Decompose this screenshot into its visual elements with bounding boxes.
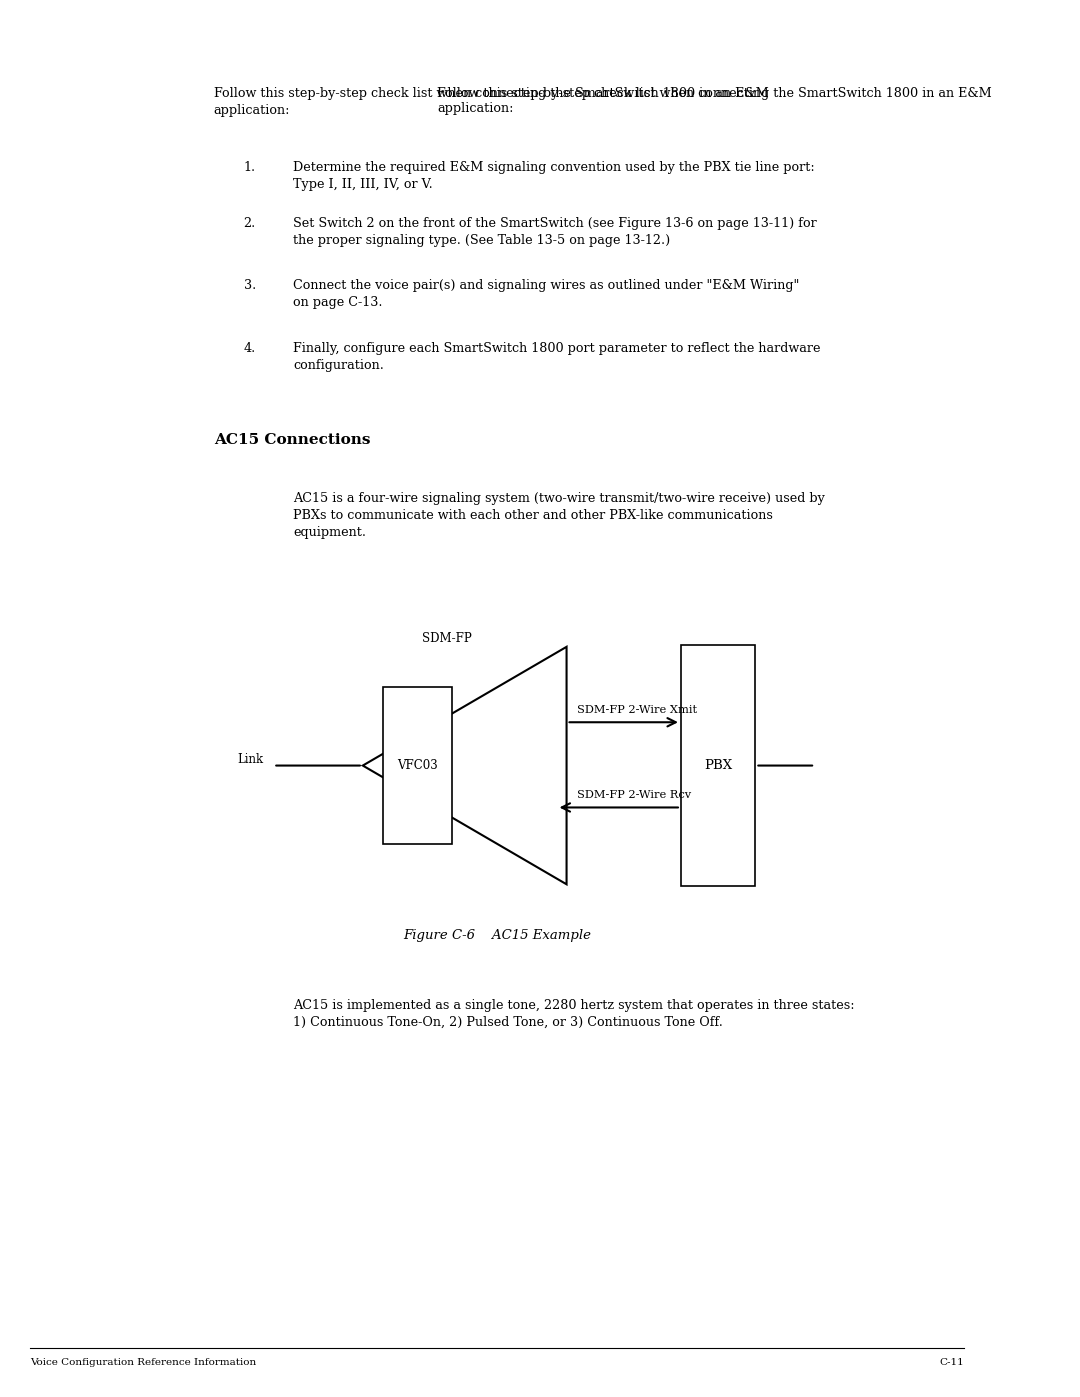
Text: 1.: 1.	[243, 161, 256, 173]
Text: SDM-FP 2-Wire Rcv: SDM-FP 2-Wire Rcv	[577, 791, 690, 800]
FancyBboxPatch shape	[382, 687, 453, 844]
Text: Voice Configuration Reference Information: Voice Configuration Reference Informatio…	[30, 1358, 256, 1366]
Text: Figure C-6    AC15 Example: Figure C-6 AC15 Example	[403, 929, 591, 942]
Text: Follow this step-by-step check list when connecting the SmartSwitch 1800 in an E: Follow this step-by-step check list when…	[437, 87, 993, 115]
Text: AC15 is a four-wire signaling system (two-wire transmit/two-wire receive) used b: AC15 is a four-wire signaling system (tw…	[294, 492, 825, 539]
Text: Determine the required E&M signaling convention used by the PBX tie line port:
T: Determine the required E&M signaling con…	[294, 161, 815, 190]
Text: Set Switch 2 on the front of the SmartSwitch (see Figure 13-6 on page 13-11) for: Set Switch 2 on the front of the SmartSw…	[294, 217, 816, 246]
Text: SDM-FP: SDM-FP	[422, 633, 472, 645]
Text: 4.: 4.	[243, 342, 256, 355]
Text: Connect the voice pair(s) and signaling wires as outlined under "E&M Wiring"
on : Connect the voice pair(s) and signaling …	[294, 279, 799, 309]
Text: 2.: 2.	[243, 217, 256, 229]
FancyBboxPatch shape	[680, 645, 755, 886]
Text: C-11: C-11	[940, 1358, 964, 1366]
Text: Finally, configure each SmartSwitch 1800 port parameter to reflect the hardware
: Finally, configure each SmartSwitch 1800…	[294, 342, 821, 372]
Text: AC15 is implemented as a single tone, 2280 hertz system that operates in three s: AC15 is implemented as a single tone, 22…	[294, 999, 855, 1028]
Text: AC15 Connections: AC15 Connections	[214, 433, 370, 447]
Text: PBX: PBX	[704, 759, 732, 773]
Text: 3.: 3.	[243, 279, 256, 292]
Text: Link: Link	[238, 753, 264, 767]
Text: VFC03: VFC03	[397, 759, 437, 773]
Text: SDM-FP 2-Wire Xmit: SDM-FP 2-Wire Xmit	[577, 705, 697, 715]
Text: Follow this step-by-step check list when connecting the SmartSwitch 1800 in an E: Follow this step-by-step check list when…	[214, 87, 769, 116]
